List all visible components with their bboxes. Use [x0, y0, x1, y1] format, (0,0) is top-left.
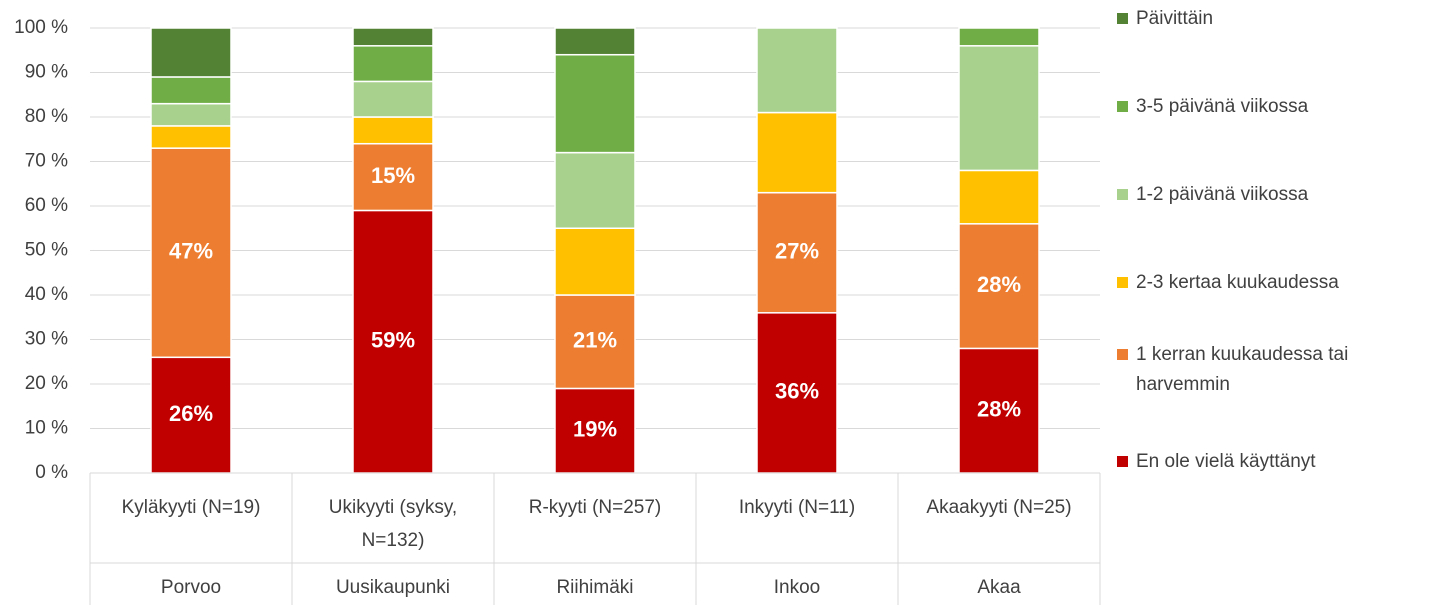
legend-label: 3-5 päivänä viikossa: [1136, 96, 1309, 117]
y-tick-label: 30 %: [25, 329, 68, 350]
y-tick-label: 60 %: [25, 195, 68, 216]
y-tick-label: 100 %: [14, 17, 68, 38]
legend-item: 2-3 kertaa kuukaudessa: [1117, 268, 1435, 298]
bar-segment: [756, 27, 838, 114]
legend-label: 1 kerran kuukaudessa tai harvemmin: [1136, 344, 1349, 395]
bar-segment: [756, 312, 838, 474]
bar-segment: [150, 125, 232, 149]
data-label: 28%: [977, 397, 1021, 422]
bar-segment: [352, 142, 434, 212]
legend-swatch: [1117, 101, 1128, 112]
bar-segment: [554, 151, 636, 230]
data-label: 27%: [775, 239, 819, 264]
bar-segment: [150, 102, 232, 127]
x-tick-label: Ukikyyti (syksy, N=132): [328, 497, 458, 551]
legend-label: 1-2 päivänä viikossa: [1136, 184, 1309, 205]
x-group-label: Porvoo: [160, 577, 222, 598]
data-label: 26%: [169, 401, 213, 426]
legend-swatch: [1117, 349, 1128, 360]
bar-segment: [554, 27, 636, 56]
bar-segment: [150, 76, 232, 105]
data-label: 28%: [977, 272, 1021, 297]
data-label: 59%: [371, 328, 415, 353]
bar-segment: [554, 294, 636, 390]
bar-segment: [958, 45, 1040, 172]
legend-item: Päivittäin: [1117, 4, 1435, 34]
bar-segment: [352, 209, 434, 474]
y-tick-label: 20 %: [25, 373, 68, 394]
legend-swatch: [1117, 13, 1128, 24]
legend-item: 1 kerran kuukaudessa tai harvemmin: [1117, 340, 1435, 400]
legend-label: Päivittäin: [1136, 8, 1214, 29]
x-tick-label: Kyläkyyti (N=19): [121, 497, 261, 518]
legend-swatch: [1117, 456, 1128, 467]
y-tick-label: 80 %: [25, 106, 68, 127]
y-tick-label: 90 %: [25, 62, 68, 83]
legend-swatch: [1117, 277, 1128, 288]
bar-segment: [958, 27, 1040, 47]
bar-segment: [756, 111, 838, 194]
data-label: 21%: [573, 328, 617, 353]
legend-label: 2-3 kertaa kuukaudessa: [1136, 272, 1339, 293]
legend-item: En ole vielä käyttänyt: [1117, 447, 1435, 477]
bar-segment: [150, 147, 232, 359]
x-tick-label: R-kyyti (N=257): [528, 497, 662, 518]
bar-segment: [554, 227, 636, 296]
bar-segment: [150, 356, 232, 474]
x-group-label: Akaa: [977, 577, 1021, 598]
legend-swatch: [1117, 189, 1128, 200]
legend-label: En ole vielä käyttänyt: [1136, 451, 1316, 472]
y-tick-label: 10 %: [25, 418, 68, 439]
bar-segment: [352, 80, 434, 118]
data-label: 36%: [775, 379, 819, 404]
legend-item: 3-5 päivänä viikossa: [1117, 92, 1435, 122]
x-group-label: Uusikaupunki: [335, 577, 451, 598]
x-tick-label: Akaakyyti (N=25): [926, 497, 1072, 518]
bar-segment: [352, 116, 434, 145]
bar-segment: [352, 45, 434, 83]
data-label: 15%: [371, 163, 415, 188]
x-group-label: Riihimäki: [556, 577, 634, 598]
legend-item: 1-2 päivänä viikossa: [1117, 180, 1435, 210]
y-tick-label: 70 %: [25, 151, 68, 172]
y-tick-label: 50 %: [25, 240, 68, 261]
data-label: 19%: [573, 417, 617, 442]
x-tick-label: Inkyyti (N=11): [738, 497, 856, 518]
bar-segment: [958, 223, 1040, 350]
y-tick-label: 40 %: [25, 284, 68, 305]
y-tick-label: 0 %: [35, 462, 68, 483]
bar-segment: [554, 387, 636, 474]
bar-segment: [958, 169, 1040, 225]
bar-segment: [352, 27, 434, 47]
bar-segment: [150, 27, 232, 78]
bar-segment: [554, 53, 636, 154]
x-group-label: Inkoo: [773, 577, 821, 598]
data-label: 47%: [169, 239, 213, 264]
